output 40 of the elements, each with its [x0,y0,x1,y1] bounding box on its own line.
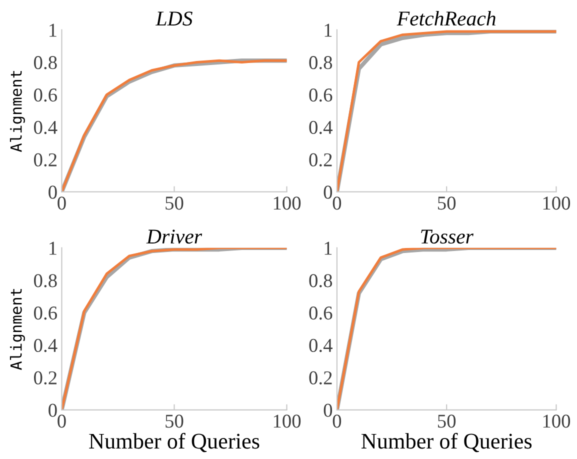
y-tick-label: 0.6 [34,88,57,102]
y-tick-label: 0.4 [309,338,332,352]
x-tick-label: 100 [274,196,301,210]
x-tick-label: 50 [438,196,456,210]
y-axis-title: Alignment [10,70,25,152]
x-tick-label: 50 [438,414,456,428]
y-tick-label: 0 [324,186,332,199]
chart-title: LDS [155,12,192,26]
x-tick-label: 100 [274,414,301,428]
x-tick-label: 50 [166,196,184,210]
y-tick-label: 0.6 [309,88,332,102]
y-tick-label: 0.2 [309,371,332,385]
x-tick-label: 100 [543,196,570,210]
x-tick-label: 100 [543,414,570,428]
y-tick-label: 0.8 [34,56,57,70]
y-tick-label: 1 [324,24,332,37]
chart-title: Tosser [421,230,474,244]
y-tick-label: 0.6 [34,306,57,320]
y-axis-title: Alignment [10,288,25,370]
y-tick-label: 0.8 [34,274,57,288]
y-tick-label: 0.2 [34,153,56,166]
x-tick-label: 50 [166,414,184,428]
y-tick-label: 1 [50,242,56,255]
y-tick-label: 1 [324,242,332,255]
y-tick-label: 0 [324,404,332,417]
y-tick-label: 0.2 [34,371,56,385]
y-tick-label: 0 [48,186,57,199]
chart-title: FetchReach [396,10,496,26]
y-tick-label: 0.4 [34,120,58,134]
y-tick-label: 0.8 [309,56,332,70]
y-tick-label: 0.4 [34,338,58,352]
y-tick-label: 0.6 [309,306,332,320]
chart-title: Driver [146,230,202,244]
y-tick-label: 0.2 [309,153,332,166]
y-tick-label: 0.8 [309,274,332,288]
y-tick-label: 0.4 [309,120,332,134]
y-tick-label: 1 [50,24,56,37]
x-axis-title: Number of Queries [89,432,260,452]
y-tick-label: 0 [48,404,57,417]
x-axis-title: Number of Queries [361,432,532,452]
